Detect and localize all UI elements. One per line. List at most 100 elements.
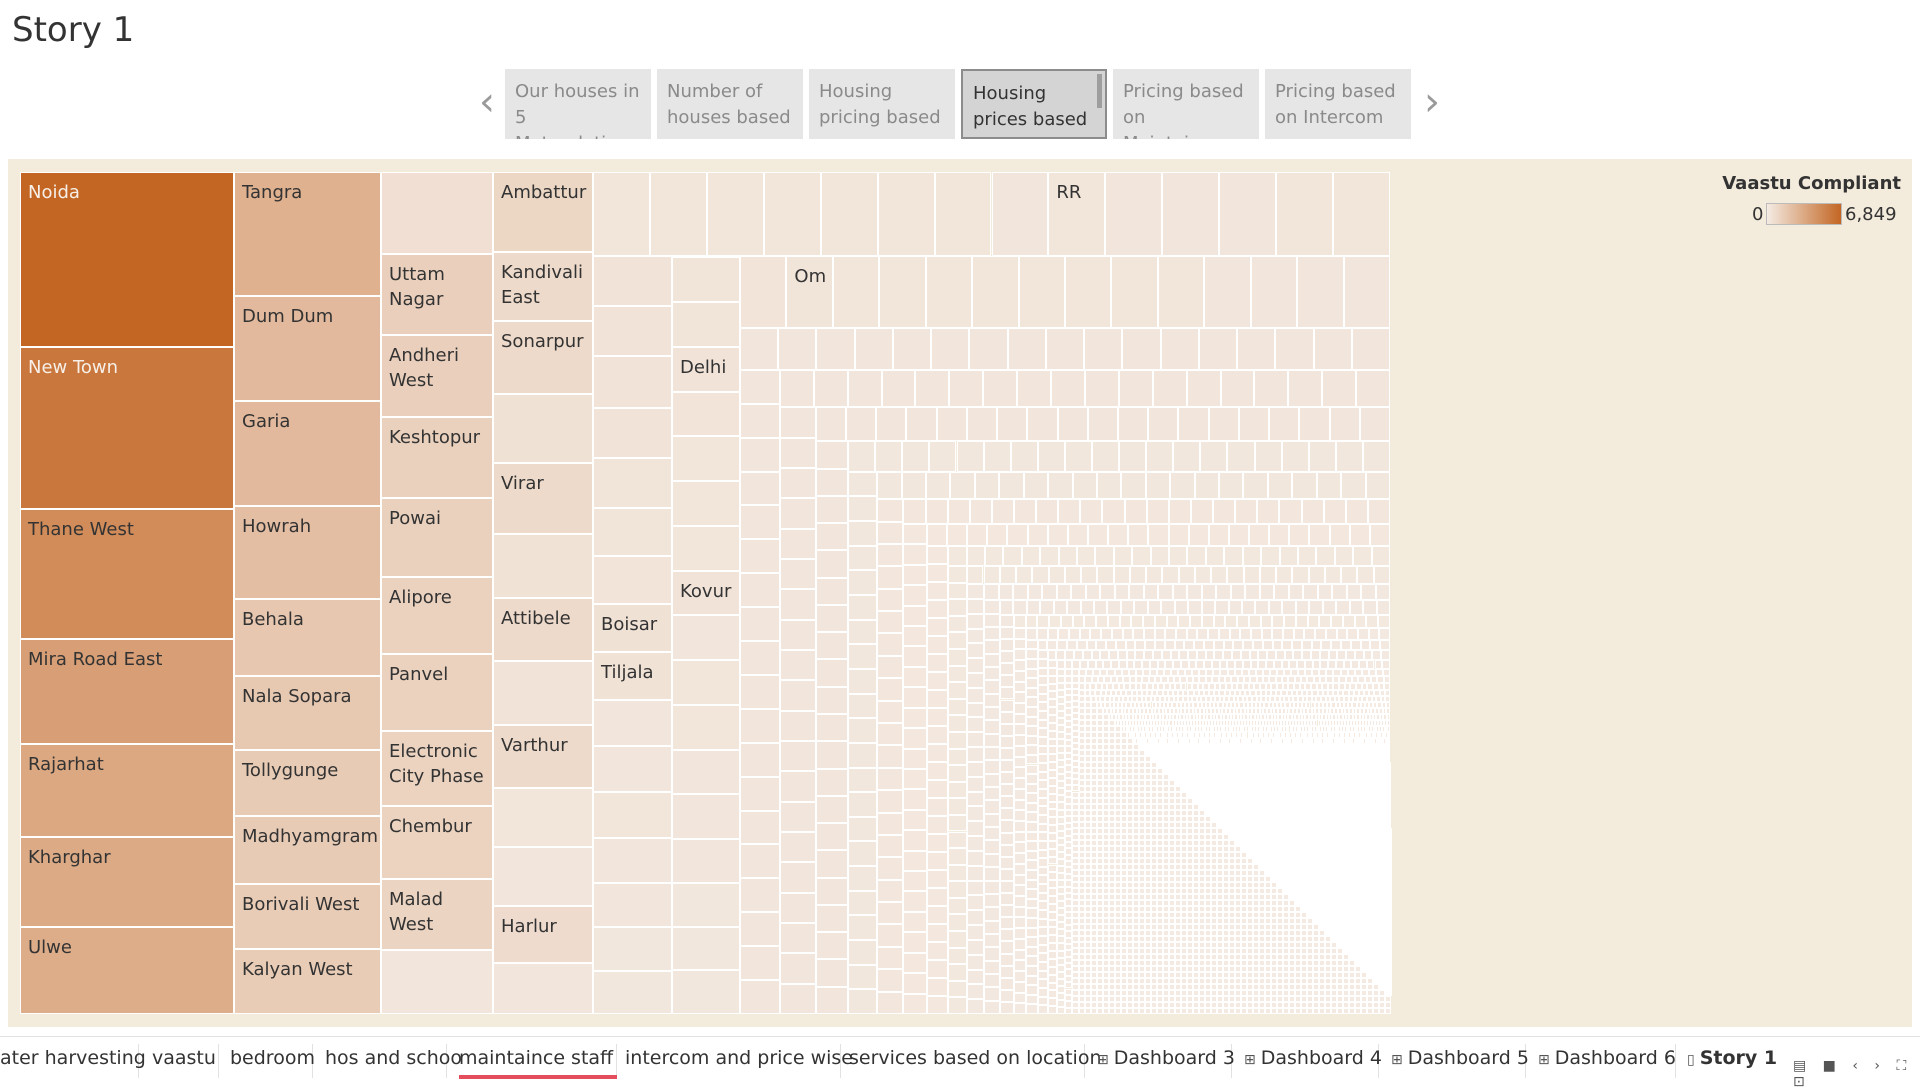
treemap-cell-unlabeled[interactable] <box>1026 628 1037 640</box>
treemap-cell-unlabeled[interactable] <box>877 633 903 655</box>
treemap-cell-unlabeled[interactable] <box>1077 640 1087 651</box>
treemap-cell-unlabeled[interactable] <box>1314 328 1352 370</box>
treemap-cell-unlabeled[interactable] <box>1282 600 1295 615</box>
treemap-cell-unlabeled[interactable] <box>1026 928 1037 938</box>
treemap-cell-unlabeled[interactable] <box>1014 853 1027 864</box>
treemap-cell-unlabeled[interactable] <box>975 472 999 499</box>
treemap-cell-unlabeled[interactable] <box>593 700 672 746</box>
treemap-cell-unlabeled[interactable] <box>1229 600 1242 615</box>
treemap-cell-unlabeled[interactable] <box>984 881 999 894</box>
treemap-cell-unlabeled[interactable] <box>1243 472 1267 499</box>
treemap-cell-unlabeled[interactable] <box>967 546 985 566</box>
treemap-cell-unlabeled[interactable] <box>1026 908 1037 918</box>
treemap-cell-unlabeled[interactable] <box>740 777 780 811</box>
story-point-1[interactable]: Our houses in 5 Metroplotian <box>505 69 651 139</box>
treemap-cell-unlabeled[interactable] <box>1309 524 1329 546</box>
treemap-cell-unlabeled[interactable] <box>1206 546 1224 566</box>
treemap-cell-unlabeled[interactable] <box>927 582 948 600</box>
treemap-cell-unlabeled[interactable] <box>1289 524 1309 546</box>
treemap-cell-unlabeled[interactable] <box>1114 566 1130 584</box>
treemap-cell-unlabeled[interactable] <box>1085 370 1119 408</box>
treemap-cell-unlabeled[interactable] <box>816 605 848 632</box>
treemap-cell-unlabeled[interactable] <box>967 762 984 777</box>
treemap-cell-unlabeled[interactable] <box>740 505 780 539</box>
treemap-cell-unlabeled[interactable] <box>903 749 927 769</box>
treemap-cell-unlabeled[interactable] <box>1092 441 1119 471</box>
treemap-cell-unlabeled[interactable] <box>780 711 816 741</box>
treemap-cell-unlabeled[interactable] <box>816 959 848 986</box>
treemap-cell-unlabeled[interactable] <box>927 546 948 564</box>
treemap-cell[interactable]: Andheri West <box>381 335 493 417</box>
treemap-cell-unlabeled[interactable] <box>672 705 740 750</box>
treemap-cell-unlabeled[interactable] <box>1188 600 1201 615</box>
treemap-cell[interactable]: Kalyan West <box>234 949 381 1014</box>
treemap-cell-unlabeled[interactable] <box>1195 566 1211 584</box>
treemap-cell-unlabeled[interactable] <box>1000 675 1014 687</box>
treemap-cell-unlabeled[interactable] <box>740 743 780 777</box>
treemap-cell-unlabeled[interactable] <box>927 600 948 618</box>
treemap-cell-unlabeled[interactable] <box>903 810 927 830</box>
treemap-cell-unlabeled[interactable] <box>1014 615 1026 628</box>
treemap-cell-unlabeled[interactable] <box>927 618 948 636</box>
treemap-cell-unlabeled[interactable] <box>984 800 999 813</box>
treemap-cell-unlabeled[interactable] <box>1000 651 1014 663</box>
treemap-cell-unlabeled[interactable] <box>903 728 927 748</box>
treemap-cell-unlabeled[interactable] <box>593 256 672 306</box>
treemap-cell-unlabeled[interactable] <box>1260 584 1274 600</box>
treemap-cell-unlabeled[interactable] <box>1208 628 1219 640</box>
treemap-cell-unlabeled[interactable] <box>816 769 848 796</box>
treemap-cell-unlabeled[interactable] <box>1000 724 1014 736</box>
treemap-cell-unlabeled[interactable] <box>967 955 984 970</box>
treemap-cell-unlabeled[interactable] <box>1051 370 1085 408</box>
treemap-cell-unlabeled[interactable] <box>1096 615 1108 628</box>
treemap-cell-unlabeled[interactable] <box>780 529 816 559</box>
treemap-cell-unlabeled[interactable] <box>1102 499 1124 524</box>
treemap-cell-unlabeled[interactable] <box>1120 615 1132 628</box>
treemap-chart[interactable]: NoidaNew TownThane WestMira Road EastRaj… <box>20 172 1390 1014</box>
treemap-cell-unlabeled[interactable] <box>926 256 972 328</box>
treemap-cell-unlabeled[interactable] <box>672 615 740 660</box>
treemap-cell-unlabeled[interactable] <box>1049 615 1061 628</box>
treemap-cell-unlabeled[interactable] <box>1000 687 1014 699</box>
treemap-cell-unlabeled[interactable] <box>740 980 780 1014</box>
treemap-cell-unlabeled[interactable] <box>948 682 967 699</box>
treemap-cell-unlabeled[interactable] <box>780 650 816 680</box>
treemap-cell-unlabeled[interactable] <box>1316 546 1334 566</box>
treemap-cell-unlabeled[interactable] <box>1000 833 1014 845</box>
treemap-cell-unlabeled[interactable] <box>1026 812 1037 822</box>
treemap-cell-unlabeled[interactable] <box>1289 584 1303 600</box>
treemap-cell-unlabeled[interactable] <box>1187 584 1201 600</box>
treemap-cell-unlabeled[interactable] <box>948 964 967 981</box>
treemap-cell-unlabeled[interactable] <box>948 997 967 1014</box>
treemap-cell-unlabeled[interactable] <box>967 777 984 792</box>
treemap-cell-unlabeled[interactable] <box>1081 566 1097 584</box>
treemap-cell-unlabeled[interactable] <box>948 546 966 566</box>
treemap-cell-unlabeled[interactable] <box>780 984 816 1014</box>
treemap-cell-unlabeled[interactable] <box>1187 370 1221 408</box>
treemap-cell-unlabeled[interactable] <box>740 641 780 675</box>
treemap-cell-unlabeled[interactable] <box>1333 172 1390 256</box>
treemap-cell-unlabeled[interactable] <box>1216 584 1230 600</box>
treemap-cell-unlabeled[interactable] <box>1000 857 1014 869</box>
treemap-cell-unlabeled[interactable] <box>1026 678 1037 688</box>
treemap-cell-unlabeled[interactable] <box>877 589 903 611</box>
treemap-cell-unlabeled[interactable] <box>1032 566 1048 584</box>
treemap-cell-unlabeled[interactable] <box>1269 524 1289 546</box>
treemap-cell-unlabeled[interactable] <box>927 654 948 672</box>
treemap-cell-unlabeled[interactable] <box>780 370 814 408</box>
treemap-cell-unlabeled[interactable] <box>1014 767 1027 778</box>
treemap-cell-unlabeled[interactable] <box>707 172 764 256</box>
treemap-cell-unlabeled[interactable] <box>927 924 948 942</box>
treemap-cell-unlabeled[interactable] <box>1026 860 1037 870</box>
treemap-cell[interactable]: Tollygunge <box>234 750 381 816</box>
treemap-cell-unlabeled[interactable] <box>1219 628 1230 640</box>
treemap-cell-unlabeled[interactable] <box>1319 615 1331 628</box>
treemap-cell-unlabeled[interactable] <box>877 678 903 700</box>
treemap-cell[interactable]: Boisar <box>593 604 672 652</box>
treemap-cell-unlabeled[interactable] <box>816 578 848 605</box>
treemap-cell-unlabeled[interactable] <box>740 438 780 472</box>
treemap-cell-unlabeled[interactable] <box>877 857 903 879</box>
treemap-cell-unlabeled[interactable] <box>493 661 593 725</box>
treemap-cell-unlabeled[interactable] <box>1347 584 1361 600</box>
treemap-cell-unlabeled[interactable] <box>1272 615 1284 628</box>
